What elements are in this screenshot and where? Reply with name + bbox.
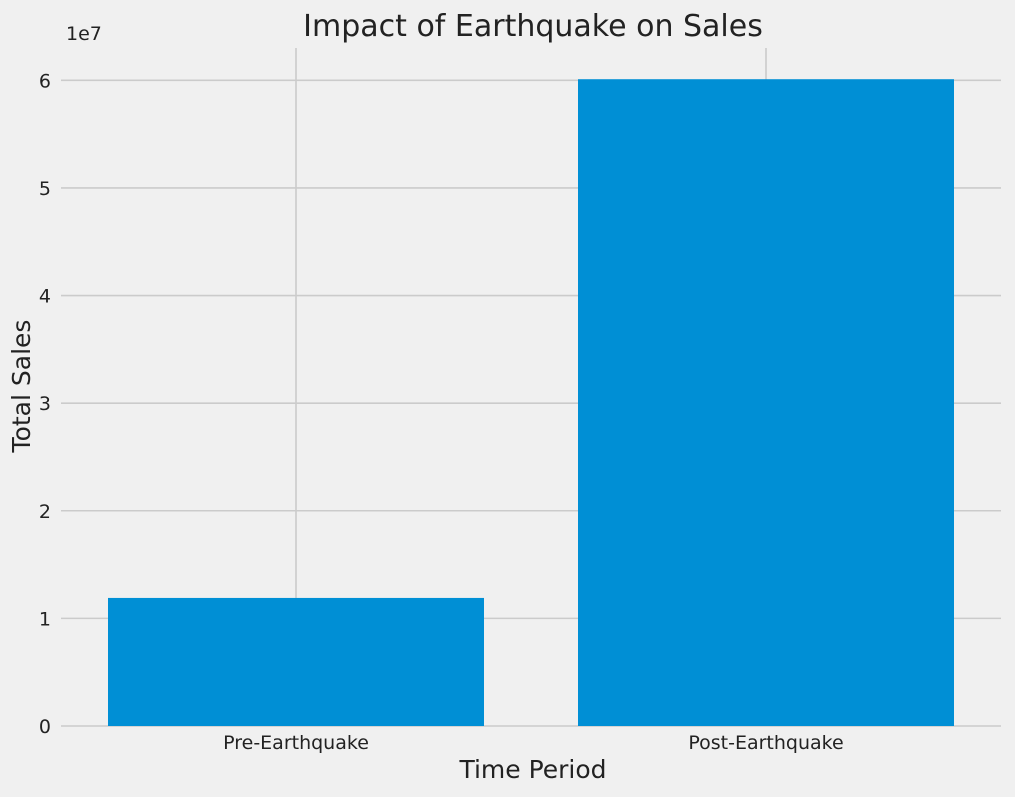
y-tick-label: 0 [39, 716, 51, 738]
x-axis-label: Time Period [458, 755, 606, 784]
bar-pre-earthquake [108, 597, 484, 726]
bars [108, 79, 954, 726]
y-tick-label: 4 [39, 286, 51, 308]
y-axis-offset-label: 1e7 [66, 23, 102, 45]
y-tick-label: 1 [39, 608, 51, 630]
y-tick-labels: 0 1 2 3 4 5 6 [39, 70, 51, 738]
y-tick-label: 6 [39, 70, 51, 92]
x-tick-label: Pre-Earthquake [223, 732, 369, 754]
x-tick-label: Post-Earthquake [688, 732, 843, 754]
x-tick-labels: Pre-Earthquake Post-Earthquake [223, 732, 844, 754]
y-axis-label: Total Sales [7, 320, 36, 454]
y-tick-label: 3 [39, 393, 51, 415]
y-tick-label: 5 [39, 178, 51, 200]
bar-post-earthquake [578, 79, 954, 726]
chart-title: Impact of Earthquake on Sales [303, 9, 763, 44]
y-tick-label: 2 [39, 501, 51, 523]
